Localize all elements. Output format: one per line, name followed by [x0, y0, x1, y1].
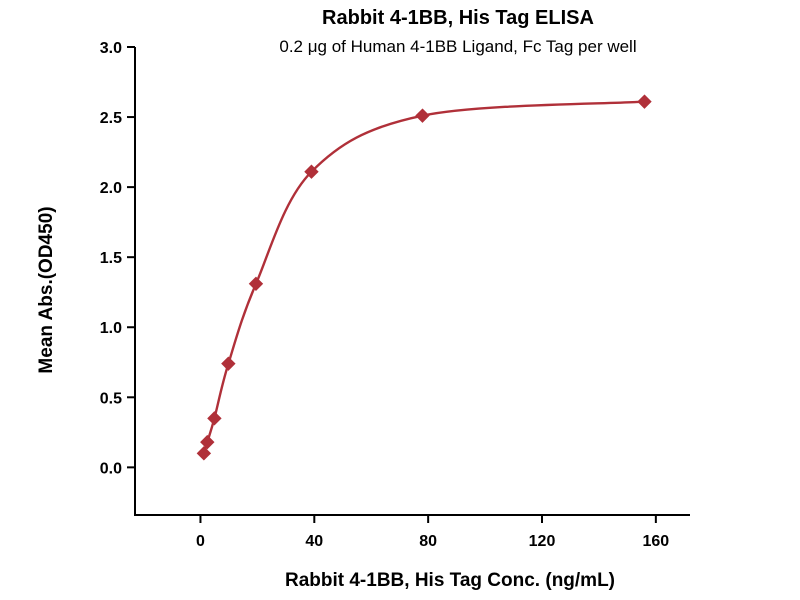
- chart-title: Rabbit 4-1BB, His Tag ELISA: [322, 7, 594, 29]
- y-tick-label: 1.0: [100, 320, 122, 337]
- y-tick-label: 3.0: [100, 40, 122, 57]
- x-tick-label: 120: [529, 533, 556, 550]
- y-axis-label: Mean Abs.(OD450): [36, 206, 57, 373]
- axis-lines: [134, 47, 690, 516]
- y-tick-label: 2.5: [100, 110, 122, 127]
- x-tick-label: 0: [196, 533, 205, 550]
- axes: [134, 47, 690, 516]
- data-point-marker: [415, 108, 430, 123]
- chart-subtitle: 0.2 μg of Human 4-1BB Ligand, Fc Tag per…: [279, 37, 636, 56]
- x-tick-label: 80: [419, 533, 437, 550]
- y-tick-label: 2.0: [100, 180, 122, 197]
- data-point-marker: [207, 411, 222, 426]
- data-point-marker: [637, 94, 652, 109]
- data-point-marker: [200, 434, 215, 450]
- y-tick-label: 0.5: [100, 390, 122, 407]
- fit-curve: [202, 100, 645, 454]
- y-tick-label: 0.0: [100, 460, 122, 477]
- x-tick-label: 40: [305, 533, 323, 550]
- x-tick-labels: 0 40 80 120 160: [196, 533, 669, 550]
- data-point-marker: [304, 164, 319, 179]
- data-point-marker: [248, 276, 264, 292]
- data-point-marker: [221, 356, 236, 371]
- data-point-marker: [196, 446, 212, 461]
- tick-marks: [127, 46, 657, 523]
- x-tick-label: 160: [642, 533, 669, 550]
- x-axis-label: Rabbit 4-1BB, His Tag Conc. (ng/mL): [285, 570, 615, 591]
- fit-curve-path: [202, 100, 645, 454]
- y-tick-labels: 0.0 0.5 1.0 1.5 2.0 2.5 3.0: [100, 40, 122, 477]
- data-points: [196, 94, 652, 461]
- y-tick-label: 1.5: [100, 250, 122, 267]
